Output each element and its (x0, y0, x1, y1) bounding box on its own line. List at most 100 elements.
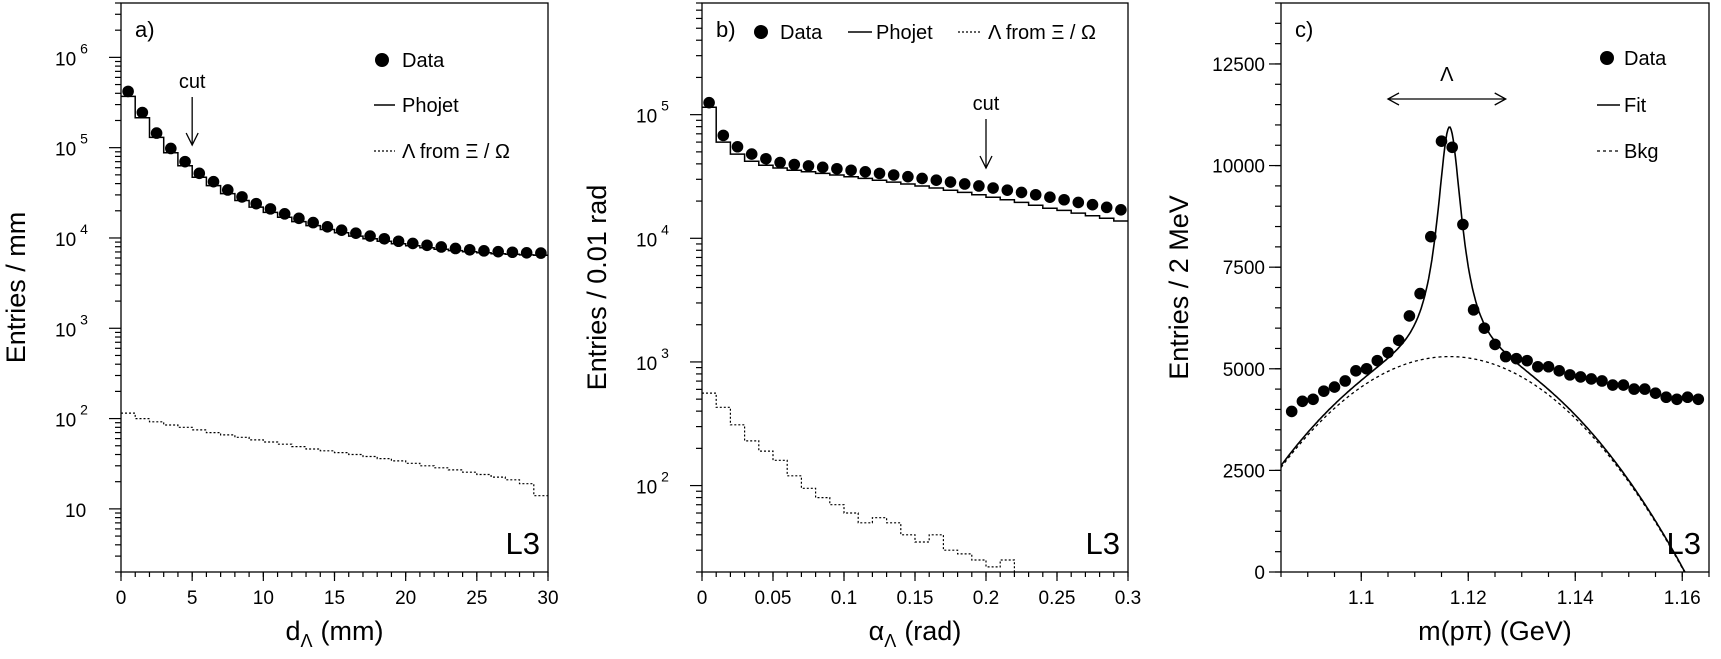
y-tick-base: 10 (55, 230, 76, 251)
y-tick-label: 103 (55, 311, 88, 341)
legend-data-marker (754, 25, 768, 39)
data-point (307, 216, 319, 229)
legend-label: Phojet (402, 95, 459, 117)
data-point (264, 203, 277, 215)
data-point (506, 246, 519, 259)
data-point (1115, 204, 1127, 216)
x-tick-label: 30 (537, 588, 558, 609)
mass-window-arrow-left (1386, 92, 1400, 106)
data-point (463, 243, 476, 256)
x-tick-label: 1.12 (1450, 588, 1487, 609)
data-point (1564, 369, 1576, 381)
data-point (859, 166, 872, 178)
legend: Data Fit Bkg (1597, 48, 1667, 163)
data-point (278, 208, 291, 220)
x-tick-label: 0.05 (755, 588, 792, 609)
data-point (1692, 393, 1705, 406)
plot-area (1281, 126, 1705, 572)
legend: Data Phojet Λ from Ξ / Ω (374, 50, 510, 163)
y-tick-base: 10 (55, 411, 76, 432)
experiment-logo: L3 (1086, 526, 1120, 561)
data-point (887, 169, 900, 181)
data-point (478, 245, 490, 257)
legend-label: Λ from Ξ / Ω (402, 141, 510, 163)
series-phojet-line (121, 95, 548, 256)
x-tick-label: 1.1 (1348, 588, 1374, 609)
data-point (207, 175, 220, 188)
data-point (1382, 346, 1394, 359)
data-point (165, 142, 177, 155)
data-point (1574, 371, 1587, 383)
y-tick-label: 104 (636, 221, 669, 251)
y-tick-label: 106 (55, 40, 88, 70)
data-point (731, 140, 744, 153)
x-axis-label-unit: (rad) (904, 616, 961, 646)
data-point (392, 235, 405, 248)
series-fit-line (1281, 126, 1686, 572)
data-point (1649, 387, 1662, 399)
data-point (902, 170, 914, 183)
y-tick-exponent: 3 (80, 311, 88, 327)
y-tick-base: 10 (636, 478, 657, 499)
data-point (150, 127, 163, 139)
y-tick-label: 7500 (1223, 258, 1265, 279)
x-tick-label: 0.1 (831, 588, 857, 609)
data-point (193, 167, 206, 180)
data-point (1617, 379, 1630, 391)
y-tick-label: 105 (636, 98, 669, 128)
data-point (250, 197, 263, 210)
y-axis-label: Entries / 0.01 rad (582, 185, 612, 391)
data-point (1467, 304, 1480, 316)
data-point (1671, 393, 1683, 406)
x-axis-label-main: α (869, 616, 885, 646)
data-point (802, 160, 815, 172)
y-tick-base: 10 (55, 140, 76, 161)
y-tick-base: 10 (55, 49, 76, 70)
legend-data-marker (375, 53, 389, 67)
data-point (335, 224, 348, 236)
y-tick-label: 12500 (1212, 55, 1265, 76)
data-point (1628, 383, 1640, 395)
data-point (364, 230, 376, 242)
data-point (1072, 196, 1085, 209)
data-point (1086, 198, 1099, 211)
y-tick-exponent: 5 (661, 98, 669, 114)
y-tick-base: 10 (65, 501, 86, 522)
y-tick-exponent: 2 (80, 402, 88, 418)
data-point (944, 176, 957, 188)
x-tick-label: 0.25 (1039, 588, 1076, 609)
y-tick-base: 10 (55, 320, 76, 341)
data-point (1457, 218, 1469, 231)
data-point (958, 178, 971, 190)
x-tick-label: 0.3 (1115, 588, 1141, 609)
legend-label: Data (1624, 48, 1667, 70)
legend: Data Phojet Λ from Ξ / Ω (754, 22, 1096, 44)
legend-data-marker (1600, 51, 1614, 65)
panel-label: a) (135, 17, 155, 42)
data-point (179, 155, 191, 168)
data-point (1553, 365, 1565, 377)
experiment-logo: L3 (506, 526, 540, 561)
x-tick-label: 20 (395, 588, 416, 609)
data-point (1521, 354, 1533, 367)
y-tick-label: 10000 (1212, 157, 1265, 178)
cut-annotation: cut (973, 93, 1000, 115)
data-point (1403, 310, 1416, 322)
cut-arrow-head (979, 155, 993, 170)
y-tick-label: 102 (55, 402, 88, 432)
data-point (930, 174, 943, 187)
cut-arrow-head (185, 132, 199, 147)
data-point (1360, 362, 1373, 375)
y-tick-base: 10 (636, 354, 657, 375)
y-tick-label: 5000 (1223, 360, 1265, 381)
data-point (1371, 354, 1384, 367)
data-point (1392, 334, 1405, 347)
panel-3: 1.1 1.12 1.14 1.16 0 2500 5000 7500 10000 12500 m(… (1164, 2, 1710, 646)
legend-label: Λ from Ξ / Ω (988, 22, 1096, 44)
legend-label: Bkg (1624, 141, 1658, 163)
data-point (1350, 365, 1362, 377)
y-tick-exponent: 5 (80, 131, 88, 147)
data-point (1542, 360, 1555, 373)
